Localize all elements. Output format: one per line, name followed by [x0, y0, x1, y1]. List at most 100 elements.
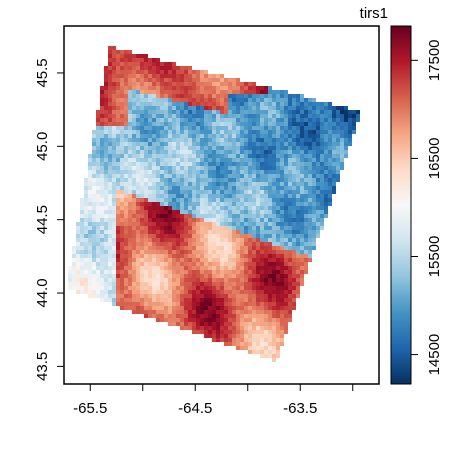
raster-cell: [220, 74, 224, 78]
raster-cell: [208, 150, 212, 154]
raster-cell: [156, 86, 160, 90]
raster-cell: [244, 154, 248, 158]
raster-cell: [260, 242, 264, 246]
raster-cell: [156, 90, 160, 94]
raster-cell: [184, 166, 188, 170]
raster-cell: [108, 178, 112, 182]
raster-cell: [256, 266, 260, 270]
raster-cell: [292, 254, 296, 258]
raster-cell: [256, 102, 260, 106]
raster-cell: [300, 214, 304, 218]
raster-cell: [116, 294, 120, 298]
raster-cell: [228, 98, 232, 102]
raster-cell: [100, 142, 104, 146]
raster-cell: [120, 118, 124, 122]
raster-cell: [156, 146, 160, 150]
raster-cell: [252, 318, 256, 322]
raster-cell: [200, 194, 204, 198]
raster-cell: [232, 250, 236, 254]
raster-cell: [240, 166, 244, 170]
raster-cell: [76, 242, 80, 246]
raster-cell: [140, 306, 144, 310]
raster-cell: [296, 246, 300, 250]
raster-cell: [216, 278, 220, 282]
raster-cell: [280, 302, 284, 306]
raster-cell: [336, 106, 340, 110]
raster-cell: [152, 194, 156, 198]
raster-cell: [208, 202, 212, 206]
raster-cell: [200, 258, 204, 262]
raster-cell: [244, 310, 248, 314]
raster-cell: [204, 310, 208, 314]
raster-cell: [236, 150, 240, 154]
raster-cell: [104, 166, 108, 170]
raster-cell: [204, 90, 208, 94]
raster-cell: [228, 202, 232, 206]
raster-cell: [176, 166, 180, 170]
raster-cell: [120, 302, 124, 306]
raster-cell: [304, 238, 308, 242]
raster-cell: [144, 154, 148, 158]
raster-cell: [244, 278, 248, 282]
raster-cell: [152, 314, 156, 318]
raster-cell: [204, 138, 208, 142]
raster-cell: [164, 198, 168, 202]
raster-cell: [244, 254, 248, 258]
raster-cell: [128, 86, 132, 90]
raster-cell: [244, 106, 248, 110]
raster-cell: [228, 246, 232, 250]
raster-cell: [156, 94, 160, 98]
raster-cell: [136, 210, 140, 214]
raster-cell: [144, 118, 148, 122]
raster-cell: [172, 102, 176, 106]
raster-cell: [100, 158, 104, 162]
raster-cell: [156, 226, 160, 230]
raster-cell: [228, 294, 232, 298]
raster-cell: [168, 162, 172, 166]
raster-cell: [196, 238, 200, 242]
raster-cell: [292, 298, 296, 302]
raster-cell: [128, 202, 132, 206]
raster-cell: [216, 298, 220, 302]
raster-cell: [296, 166, 300, 170]
raster-cell: [128, 222, 132, 226]
raster-cell: [164, 254, 168, 258]
raster-cell: [228, 90, 232, 94]
raster-cell: [132, 122, 136, 126]
raster-cell: [252, 130, 256, 134]
raster-cell: [264, 298, 268, 302]
raster-cell: [152, 134, 156, 138]
raster-cell: [92, 194, 96, 198]
raster-cell: [268, 142, 272, 146]
raster-cell: [320, 114, 324, 118]
raster-cell: [224, 298, 228, 302]
raster-cell: [160, 222, 164, 226]
raster-cell: [136, 242, 140, 246]
raster-cell: [148, 62, 152, 66]
x-tick-label: -63.5: [283, 400, 317, 417]
raster-cell: [312, 210, 316, 214]
raster-cell: [168, 242, 172, 246]
raster-cell: [244, 194, 248, 198]
raster-cell: [352, 122, 356, 126]
raster-cell: [292, 114, 296, 118]
raster-cell: [112, 66, 116, 70]
raster-cell: [252, 346, 256, 350]
raster-cell: [208, 290, 212, 294]
raster-cell: [316, 134, 320, 138]
raster-cell: [124, 146, 128, 150]
raster-cell: [264, 262, 268, 266]
raster-cell: [160, 238, 164, 242]
raster-cell: [176, 266, 180, 270]
raster-cell: [164, 78, 168, 82]
raster-cell: [300, 202, 304, 206]
raster-cell: [200, 266, 204, 270]
raster-cell: [260, 178, 264, 182]
raster-cell: [92, 282, 96, 286]
raster-cell: [128, 154, 132, 158]
raster-cell: [240, 270, 244, 274]
raster-cell: [272, 342, 276, 346]
raster-cell: [228, 198, 232, 202]
raster-cell: [144, 258, 148, 262]
raster-cell: [308, 190, 312, 194]
